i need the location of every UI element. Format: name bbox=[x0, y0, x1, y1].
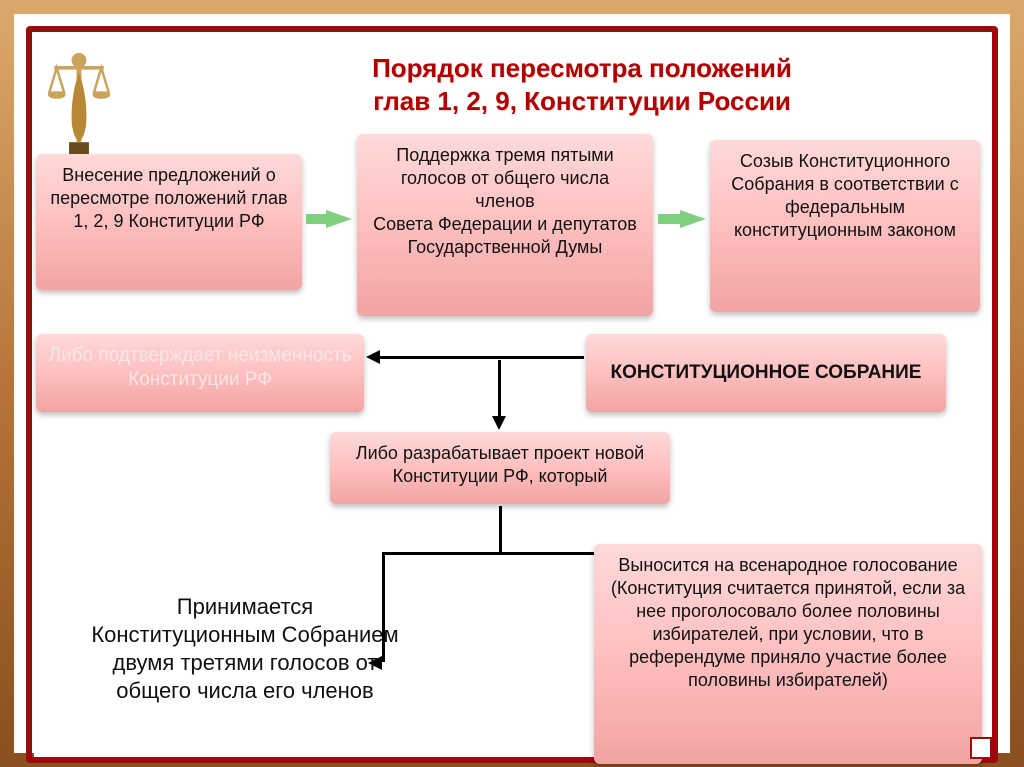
justice-icon bbox=[38, 40, 120, 170]
box-convene-assembly: Созыв Конституционного Собрания в соотве… bbox=[710, 140, 980, 312]
box-adopted-two-thirds: Принимается Конституционным Собранием дв… bbox=[74, 589, 416, 710]
box-develop-draft: Либо разрабатывает проект новой Конститу… bbox=[330, 432, 670, 504]
title-line-1: Порядок пересмотра положений bbox=[372, 53, 792, 83]
arrow-left-icon bbox=[366, 350, 380, 364]
corner-decoration bbox=[970, 737, 992, 759]
arrow-segment bbox=[306, 214, 328, 224]
arrow-right-icon bbox=[680, 210, 706, 228]
box-proposal: Внесение предложений о пересмотре положе… bbox=[36, 154, 302, 290]
connector-line bbox=[382, 552, 620, 555]
arrow-down-icon bbox=[492, 416, 506, 430]
connector-line bbox=[380, 356, 584, 359]
arrow-right-icon bbox=[326, 210, 352, 228]
slide-content: Порядок пересмотра положений глав 1, 2, … bbox=[34, 34, 990, 757]
slide-title: Порядок пересмотра положений глав 1, 2, … bbox=[214, 52, 950, 117]
box-confirm-unchanged: Либо подтверждает неизменность Конституц… bbox=[36, 334, 364, 412]
box-constitutional-assembly: КОНСТИТУЦИОННОЕ СОБРАНИЕ bbox=[586, 334, 946, 412]
connector-line bbox=[499, 506, 502, 554]
box-support-three-fifths: Поддержка тремя пятыми голосов от общего… bbox=[357, 134, 653, 316]
connector-line bbox=[498, 360, 501, 418]
title-line-2: глав 1, 2, 9, Конституции России bbox=[373, 86, 791, 116]
box-national-referendum: Выносится на всенародное голосование (Ко… bbox=[594, 544, 982, 764]
arrow-segment bbox=[658, 214, 682, 224]
